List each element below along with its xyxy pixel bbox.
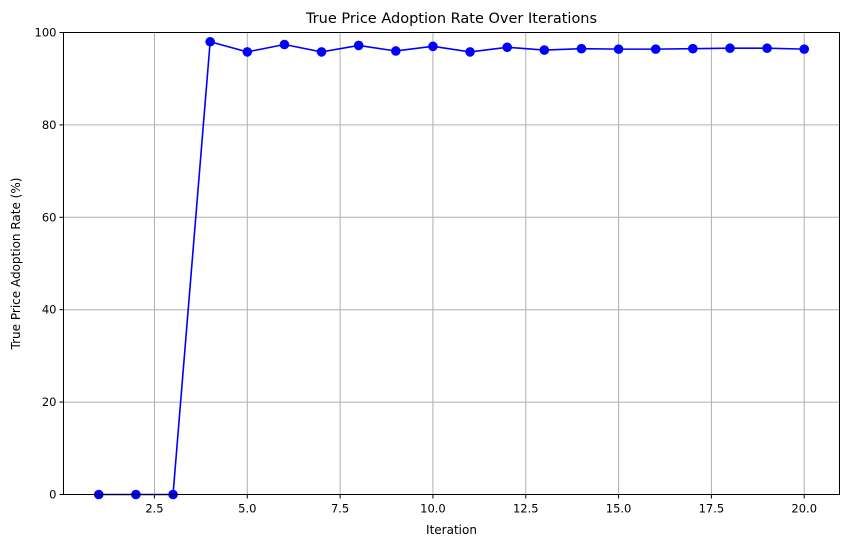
y-tick-label: 100 — [35, 26, 57, 40]
x-tick-label: 5.0 — [238, 502, 256, 516]
data-point — [613, 44, 624, 54]
data-point — [650, 44, 661, 54]
data-point — [353, 40, 364, 51]
grid — [63, 32, 840, 495]
x-tick-label: 2.5 — [145, 502, 163, 516]
y-tick-label: 40 — [42, 303, 57, 317]
y-tick-label: 60 — [42, 210, 57, 224]
data-point — [799, 44, 810, 54]
data-point — [762, 43, 772, 54]
series-line — [98, 40, 805, 496]
data-point — [205, 36, 215, 47]
x-axis-label: Iteration — [426, 523, 477, 537]
y-tick-label: 20 — [42, 395, 57, 409]
x-tick-label: 20.0 — [791, 502, 817, 516]
y-axis-label: True Price Adoption Rate (%) — [9, 178, 23, 351]
y-tick-label: 80 — [42, 118, 57, 132]
series-layer — [93, 36, 810, 500]
data-point — [502, 42, 512, 53]
data-point — [391, 46, 401, 56]
x-tick-label: 10.0 — [420, 502, 446, 516]
data-point — [688, 43, 698, 54]
data-point — [539, 45, 550, 55]
chart-title: True Price Adoption Rate Over Iterations — [305, 11, 597, 27]
x-tick-label: 12.5 — [513, 502, 539, 516]
x-tick-label: 15.0 — [606, 502, 632, 516]
axis-ticks: 2.5 5.0 7.5 10.0 12.5 15.0 17.5 20.0 0 20 40 60 80 10… — [35, 26, 817, 516]
data-point — [725, 43, 735, 54]
data-point — [576, 43, 587, 54]
data-point — [242, 47, 253, 57]
data-point — [465, 47, 475, 57]
plot-frame — [63, 32, 840, 495]
data-point — [316, 47, 327, 57]
x-tick-label: 17.5 — [699, 502, 725, 516]
data-point — [279, 39, 290, 50]
data-point — [428, 41, 438, 52]
x-tick-label: 7.5 — [331, 502, 349, 516]
y-tick-label: 0 — [49, 488, 56, 502]
